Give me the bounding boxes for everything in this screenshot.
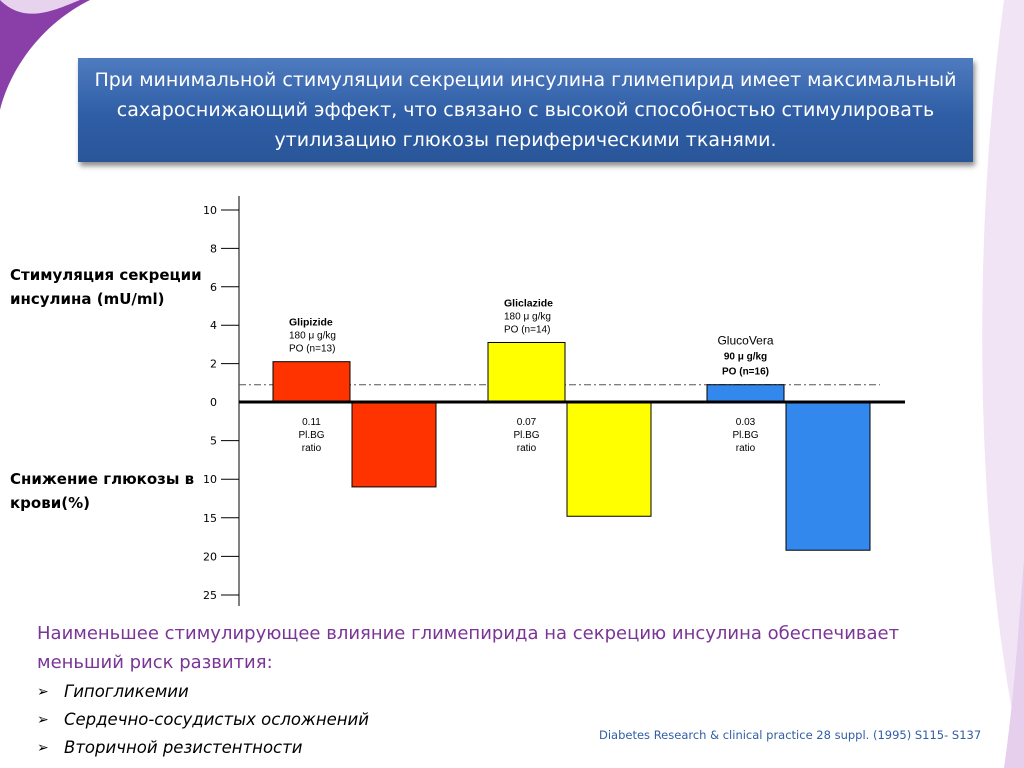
- ratio-label: Pl.BG: [732, 430, 758, 441]
- ratio-label: 0.11: [302, 417, 321, 428]
- y-tick-label: 8: [210, 242, 217, 255]
- drug-dose-label: 180 μ g/kg: [504, 311, 551, 322]
- glucose-bar-gliclazide: [566, 401, 652, 517]
- risk-list: ➢ Гипогликемии ➢ Сердечно-сосудистых осл…: [37, 678, 369, 762]
- drug-dose-label: 90 μ g/kg: [724, 352, 767, 363]
- lower-axis-label: Снижение глюкозы в крови(%): [10, 470, 195, 512]
- conclusion-text: Наименьшее стимулирующее влияние глимепи…: [37, 623, 900, 673]
- y-tick-label: 4: [210, 319, 217, 332]
- decorative-swoosh-left: [0, 0, 90, 110]
- y-tick-label: 6: [210, 281, 217, 294]
- list-item: ➢ Сердечно-сосудистых осложнений: [37, 706, 369, 734]
- list-item: ➢ Гипогликемии: [37, 678, 369, 706]
- decorative-swoosh-right: [982, 0, 1024, 768]
- insulin-bar-glucovera: [706, 384, 785, 403]
- slide-title: При минимальной стимуляции секреции инсу…: [78, 58, 973, 162]
- list-item-text: Вторичной резистентности: [64, 738, 303, 757]
- ratio-label: ratio: [517, 443, 537, 454]
- drug-name-label: Glipizide: [289, 317, 333, 329]
- drug-dose-label: 180 μ g/kg: [289, 331, 336, 342]
- ratio-label: 0.07: [517, 417, 537, 428]
- upper-axis-label: Стимуляция секреции инсулина (mU/ml): [10, 266, 202, 308]
- y-tick-label: 25: [203, 589, 217, 602]
- ratio-label: Pl.BG: [298, 430, 324, 441]
- y-tick-label: 2: [210, 358, 217, 371]
- y-tick-label: 15: [203, 512, 217, 525]
- y-tick-label: 5: [210, 435, 217, 448]
- insulin-bar-gliclazide: [487, 341, 566, 403]
- arrow-bullet-icon: ➢: [37, 712, 49, 728]
- list-item-text: Сердечно-сосудистых осложнений: [64, 710, 369, 729]
- slide-title-text: При минимальной стимуляции секреции инсу…: [94, 69, 957, 151]
- drug-dose-label: PO (n=16): [722, 367, 769, 378]
- drug-name-label: GlucoVera: [717, 334, 773, 348]
- citation: Diabetes Research & clinical practice 28…: [599, 728, 982, 742]
- glucose-bar-glucovera: [785, 401, 871, 551]
- drug-name-label: Gliclazide: [504, 297, 553, 309]
- list-item: ➢ Вторичной резистентности: [37, 734, 369, 762]
- ratio-label: 0.03: [736, 417, 756, 428]
- insulin-bar-glipizide: [272, 361, 351, 403]
- y-tick-label: 10: [203, 204, 217, 217]
- arrow-bullet-icon: ➢: [37, 684, 49, 700]
- y-tick-label: 20: [203, 550, 217, 563]
- drug-dose-label: PO (n=14): [504, 324, 550, 335]
- y-tick-label: 10: [203, 473, 217, 486]
- glucose-bar-glipizide: [351, 401, 437, 488]
- arrow-bullet-icon: ➢: [37, 740, 49, 756]
- ratio-label: Pl.BG: [513, 430, 539, 441]
- ratio-label: ratio: [302, 443, 322, 454]
- list-item-text: Гипогликемии: [64, 682, 189, 701]
- ratio-label: ratio: [736, 443, 756, 454]
- drug-dose-label: PO (n=13): [289, 344, 335, 355]
- y-tick-label: 0: [210, 396, 217, 409]
